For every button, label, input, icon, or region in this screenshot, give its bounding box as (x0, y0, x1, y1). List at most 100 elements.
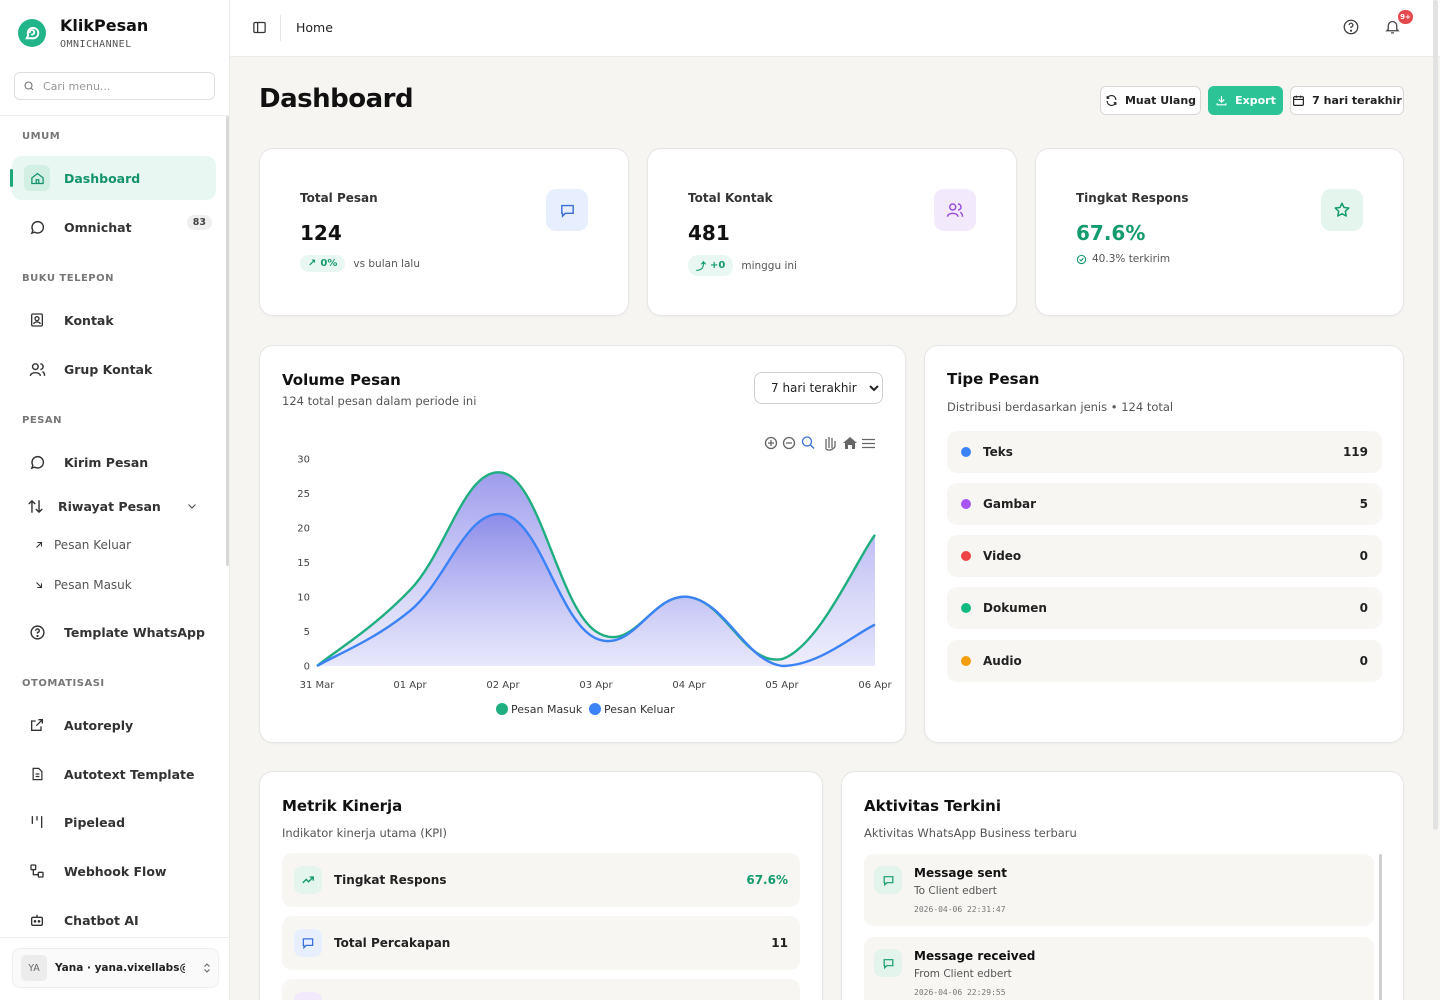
chat-bubble-icon (26, 216, 48, 238)
magnify-icon[interactable] (801, 436, 815, 449)
stat-label: Tingkat Respons (1076, 191, 1189, 205)
zoom-in-icon[interactable] (764, 436, 778, 450)
tipe-count: 0 (1359, 601, 1368, 615)
period-select[interactable]: 7 hari terakhir (754, 372, 883, 404)
sidebar-subitem-label: Pesan Masuk (54, 578, 132, 592)
tipe-count: 5 (1359, 497, 1368, 511)
sidebar-item-autotext-template[interactable]: Autotext Template (12, 752, 216, 796)
stat-value: 481 (688, 221, 730, 245)
sidebar-item-label: Grup Kontak (64, 361, 153, 377)
sidebar-scrollbar[interactable] (226, 116, 229, 566)
tipe-row-teks: Teks 119 (947, 431, 1382, 473)
notification-badge: 9+ (1398, 10, 1413, 24)
legend-swatch (589, 703, 601, 715)
sidebar-item-kirim-pesan[interactable]: Kirim Pesan (12, 440, 216, 484)
export-button[interactable]: Export (1208, 86, 1283, 115)
home-reset-icon[interactable] (843, 437, 857, 449)
sidebar-item-grup-kontak[interactable]: Grup Kontak (12, 347, 216, 391)
tipe-name: Dokumen (983, 601, 1047, 615)
metric-row (282, 979, 800, 1000)
sidebar-item-riwayat-pesan[interactable]: Riwayat Pesan (12, 484, 216, 528)
tipe-name: Gambar (983, 497, 1037, 511)
stat-label: Total Kontak (688, 191, 773, 205)
sidebar-item-label: Pipelead (64, 814, 126, 830)
sidebar-item-chatbot-ai[interactable]: Chatbot AI (12, 898, 216, 942)
activity-desc: From Client edbert (914, 968, 1012, 980)
card-subtitle: Indikator kinerja utama (KPI) (282, 826, 448, 840)
bell-icon[interactable] (1384, 18, 1401, 39)
sidebar-item-pesan-masuk[interactable]: Pesan Masuk (34, 578, 132, 592)
sidebar-item-label: Webhook Flow (64, 863, 167, 879)
activity-time: 2026-04-06 22:29:55 (914, 988, 1006, 997)
x-tick-label: 04 Apr (672, 680, 706, 691)
sidebar-item-webhook-flow[interactable]: Webhook Flow (12, 849, 216, 893)
brand[interactable]: KlikPesan OMNICHANNEL (18, 16, 148, 50)
activity-item[interactable]: Message received From Client edbert 2026… (864, 937, 1374, 1000)
menu-icon[interactable] (862, 438, 875, 449)
y-tick-label: 30 (297, 455, 310, 466)
brand-subtitle: OMNICHANNEL (60, 39, 132, 50)
sidebar-item-omnichat[interactable]: Omnichat 83 (12, 205, 216, 249)
sidebar-item-label: Kirim Pesan (64, 454, 149, 470)
series-area-1 (317, 513, 875, 666)
stat-card-tingkat-respons: Tingkat Respons 67.6% 40.3% terkirim (1035, 148, 1404, 316)
sidebar-item-dashboard[interactable]: Dashboard (10, 156, 216, 200)
aktivitas-terkini-card: Aktivitas Terkini Aktivitas WhatsApp Bus… (841, 771, 1404, 1000)
date-range-label: 7 hari terakhir (1312, 94, 1402, 107)
tipe-color-dot (961, 447, 971, 457)
sidebar-divider (0, 115, 229, 116)
help-icon[interactable] (1342, 18, 1360, 40)
metric-name: Tingkat Respons (334, 873, 447, 887)
card-title: Metrik Kinerja (282, 797, 403, 815)
arrow-down-right-icon (36, 582, 43, 589)
sidebar-item-pesan-keluar[interactable]: Pesan Keluar (34, 538, 131, 552)
tipe-color-dot (961, 656, 971, 666)
stat-label: Total Pesan (300, 191, 378, 205)
sidebar-item-pipelead[interactable]: Pipelead (12, 800, 216, 844)
sidebar-item-autoreply[interactable]: Autoreply (12, 703, 216, 747)
reload-button[interactable]: Muat Ulang (1100, 86, 1201, 115)
message-square-icon (546, 189, 588, 231)
y-tick-label: 5 (304, 627, 310, 638)
breadcrumb[interactable]: Home (296, 20, 333, 35)
message-square-icon (874, 866, 902, 894)
page-title: Dashboard (259, 84, 414, 114)
search-input[interactable] (43, 79, 203, 93)
topbar-divider (280, 15, 281, 41)
date-range-button[interactable]: 7 hari terakhir (1290, 86, 1404, 115)
x-tick-label: 01 Apr (393, 680, 427, 691)
card-subtitle: Aktivitas WhatsApp Business terbaru (864, 826, 1077, 840)
activity-scrollbar[interactable] (1379, 854, 1382, 1000)
activity-time: 2026-04-06 22:31:47 (914, 905, 1006, 914)
chart-toolbar (764, 436, 875, 451)
card-title: Tipe Pesan (947, 370, 1040, 388)
search-box[interactable] (14, 72, 215, 100)
tipe-color-dot (961, 499, 971, 509)
main-scrollbar[interactable] (1433, 0, 1438, 830)
zoom-out-icon[interactable] (782, 436, 796, 450)
x-tick-label: 02 Apr (486, 680, 520, 691)
reload-button-label: Muat Ulang (1124, 94, 1197, 107)
trend-pill: ↗ 0% (300, 255, 346, 272)
tipe-name: Video (983, 549, 1022, 563)
sidebar-item-label: Omnichat (64, 219, 132, 235)
chevron-up-down-icon (204, 963, 210, 973)
trend-pill-value: +0 (710, 260, 726, 271)
user-divider (0, 937, 229, 938)
volume-chart: 0 5 10 15 20 25 30 31 Mar 01 Apr 02 Apr 03 Apr 04 A… (297, 436, 892, 716)
chart-legend: Pesan Masuk Pesan Keluar (496, 703, 675, 716)
topbar: Home 9+ (230, 0, 1440, 57)
arrow-up-right-icon (36, 541, 43, 548)
chevron-down-icon[interactable] (186, 500, 198, 512)
sidebar: KlikPesan OMNICHANNEL UMUM Dashboard Omn… (0, 0, 230, 1000)
user-label: Yana · yana.vixellabs@g... (55, 962, 185, 974)
metric-icon (294, 992, 322, 1000)
sidebar-item-template-whatsapp[interactable]: Template WhatsApp (12, 610, 216, 654)
sidebar-toggle-icon[interactable] (252, 20, 267, 39)
activity-item[interactable]: Message sent To Client edbert 2026-04-06… (864, 854, 1374, 926)
stat-foot-text: minggu ini (741, 259, 797, 272)
sidebar-item-kontak[interactable]: Kontak (12, 298, 216, 342)
brand-logo-icon (18, 19, 46, 47)
pan-hand-icon[interactable] (825, 437, 836, 451)
user-menu[interactable]: YA Yana · yana.vixellabs@g... (12, 948, 219, 988)
